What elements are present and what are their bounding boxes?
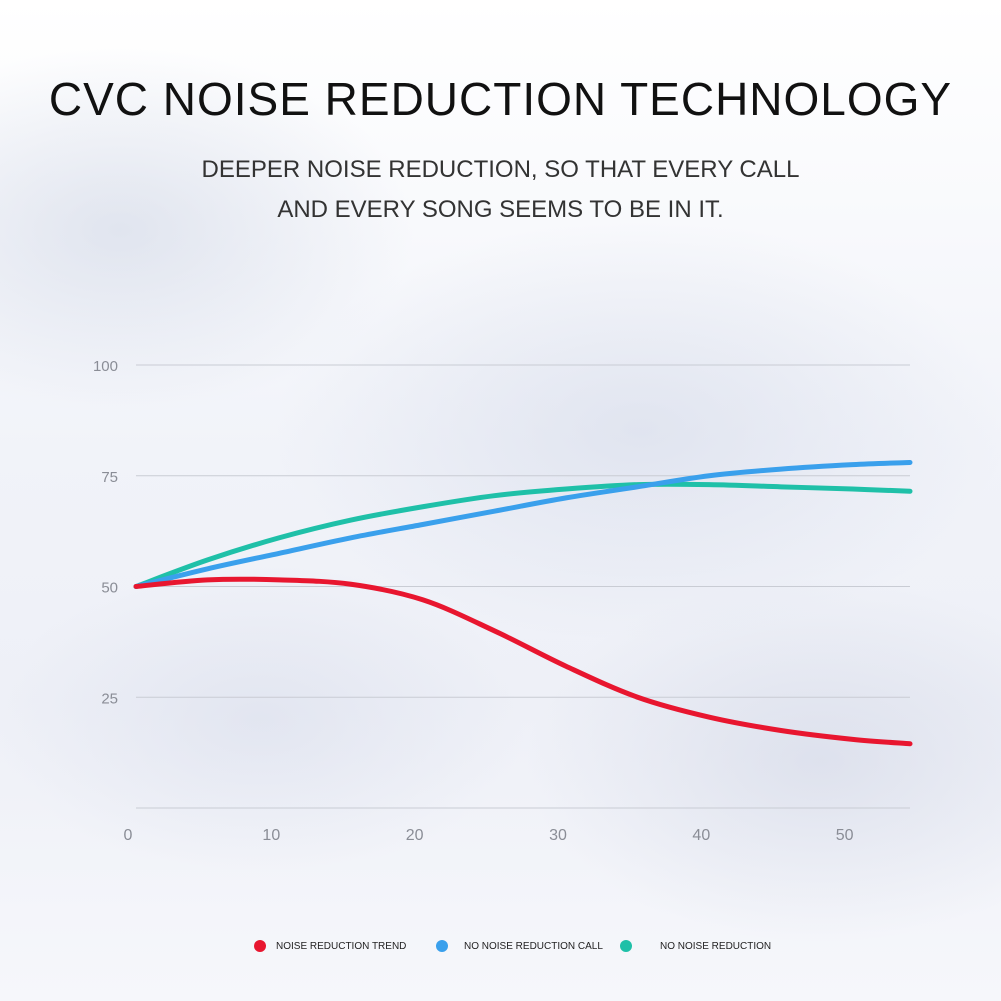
series-line-no-noise-reduction	[133, 481, 913, 589]
subtitle-line-1: DEEPER NOISE REDUCTION, SO THAT EVERY CA…	[201, 156, 800, 183]
x-tick-label: 50	[836, 827, 854, 844]
series-line-noise-reduction-trend	[133, 576, 913, 747]
page-subtitle: DEEPER NOISE REDUCTION, SO THAT EVERY CA…	[0, 150, 1001, 230]
x-tick-label: 40	[692, 827, 710, 844]
legend-item: NO NOISE REDUCTION	[620, 936, 771, 956]
legend-swatch	[620, 940, 632, 952]
legend-item: NOISE REDUCTION TREND	[254, 936, 406, 956]
x-tick-label: 20	[406, 827, 424, 844]
y-tick-label: 25	[101, 690, 118, 707]
x-tick-label: 10	[262, 827, 280, 844]
legend-label: NO NOISE REDUCTION CALL	[464, 940, 603, 952]
chart-grid	[136, 364, 910, 809]
legend-label: NO NOISE REDUCTION	[660, 940, 772, 952]
legend-swatch	[436, 940, 448, 952]
y-tick-label: 100	[93, 358, 118, 375]
y-tick-label: 75	[101, 469, 118, 486]
x-axis-ticks: 0 10 20 30 40 50	[124, 827, 854, 844]
series-line-no-noise-reduction-call	[133, 459, 913, 589]
y-axis-ticks: 25 50 75 100	[93, 358, 118, 707]
x-tick-label: 0	[124, 827, 133, 844]
subtitle-line-2: AND EVERY SONG SEEMS TO BE IN IT.	[277, 196, 724, 223]
x-tick-label: 30	[549, 827, 567, 844]
y-tick-label: 50	[101, 580, 118, 597]
page-title: CVC NOISE REDUCTION TECHNOLOGY	[48, 73, 953, 125]
legend-item: NO NOISE REDUCTION CALL	[436, 936, 603, 956]
chart-legend: NOISE REDUCTION TREND NO NOISE REDUCTION …	[0, 936, 1001, 956]
legend-swatch	[254, 940, 266, 952]
chart-series	[133, 459, 913, 747]
legend-label: NOISE REDUCTION TREND	[276, 940, 407, 952]
